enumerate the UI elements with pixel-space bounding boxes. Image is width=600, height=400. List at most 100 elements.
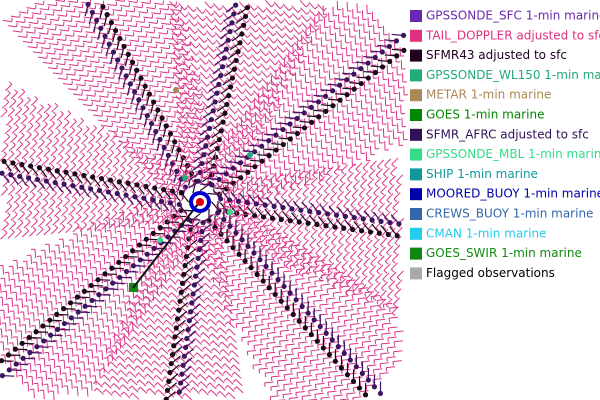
barb-dot (351, 215, 357, 221)
barb-dot (100, 4, 106, 10)
barb (201, 324, 209, 332)
barb-dot (85, 1, 91, 7)
barb-flag (363, 264, 367, 268)
barb-flag (133, 294, 138, 299)
barb (268, 57, 276, 66)
barb (130, 308, 132, 318)
barb-flag (271, 18, 276, 22)
barb (71, 54, 81, 57)
barb-flag (235, 210, 238, 215)
barb (183, 82, 191, 91)
barb-flag (352, 186, 357, 191)
barb (247, 227, 257, 230)
barb-dot (244, 199, 250, 206)
barb (180, 39, 188, 47)
barb (127, 24, 137, 28)
barb-flag (141, 352, 145, 356)
barb (93, 90, 103, 93)
barb (271, 252, 281, 255)
barb-flag (358, 391, 361, 396)
barb-dot (161, 144, 167, 151)
barb-flag (247, 218, 250, 223)
barb-flag (181, 91, 185, 96)
barb-flag (226, 123, 231, 127)
barb (107, 3, 117, 7)
barb-flag (348, 354, 350, 359)
barb (260, 347, 270, 350)
barb (301, 195, 309, 204)
barb-flag (226, 130, 231, 134)
barb (219, 104, 227, 113)
barb (386, 356, 396, 359)
barb (153, 289, 161, 297)
barb (128, 127, 139, 130)
barb-flag (360, 281, 365, 286)
barb-flag (309, 257, 311, 262)
barb (241, 45, 249, 53)
barb (112, 9, 122, 12)
barb-flag (178, 48, 182, 52)
barb (246, 185, 254, 193)
barb-flag (240, 76, 245, 80)
barb-flag (316, 191, 321, 195)
barb-flag (360, 361, 363, 367)
barb (233, 249, 243, 252)
barb (176, 109, 184, 118)
barb-flag (199, 102, 203, 107)
barb-flag (205, 68, 210, 73)
barb (125, 342, 133, 350)
barb (138, 308, 146, 316)
barb (248, 17, 256, 26)
barb (88, 85, 98, 88)
barb (244, 286, 254, 289)
barb-flag (260, 190, 265, 194)
barb-flag (147, 331, 151, 336)
barb-flag (338, 241, 342, 245)
barb (218, 290, 228, 293)
barb-flag (181, 99, 186, 103)
barb (101, 274, 103, 284)
barb-flag (280, 196, 285, 200)
barb (251, 61, 259, 69)
barb-dot (266, 153, 272, 159)
barb (15, 20, 25, 24)
barb-flag (296, 238, 300, 242)
barb (76, 59, 86, 63)
barb (231, 187, 239, 195)
barb (379, 372, 389, 375)
barb (291, 12, 299, 21)
barb (374, 177, 382, 185)
barb-flag (160, 298, 164, 302)
barb-flag (235, 323, 238, 328)
barb-flag (106, 354, 111, 358)
barb-flag (308, 277, 310, 282)
barb-flag (197, 73, 201, 78)
barb (309, 378, 319, 381)
barb (276, 45, 284, 53)
barb-flag (145, 380, 149, 385)
barb (152, 114, 162, 117)
barb-flag (195, 359, 199, 364)
barb (162, 291, 170, 298)
barb (151, 12, 161, 15)
barb-flag (250, 92, 255, 96)
barb-flag (154, 318, 158, 323)
barb (159, 332, 167, 340)
barb (310, 359, 320, 362)
barb-flag (241, 327, 244, 332)
barb (259, 357, 269, 360)
barb-flag (184, 142, 188, 147)
barb-dot (193, 273, 199, 279)
barb (122, 288, 125, 299)
barb (206, 297, 215, 305)
barb (86, 234, 88, 244)
barb-flag (181, 258, 185, 263)
barb-flag (191, 115, 195, 120)
barb-flag (214, 242, 218, 246)
barb-dot (362, 392, 369, 398)
barb (267, 182, 275, 191)
barb (96, 387, 104, 395)
barb-flag (236, 146, 241, 151)
barb-flag (152, 304, 157, 308)
barb-dot (333, 212, 340, 218)
